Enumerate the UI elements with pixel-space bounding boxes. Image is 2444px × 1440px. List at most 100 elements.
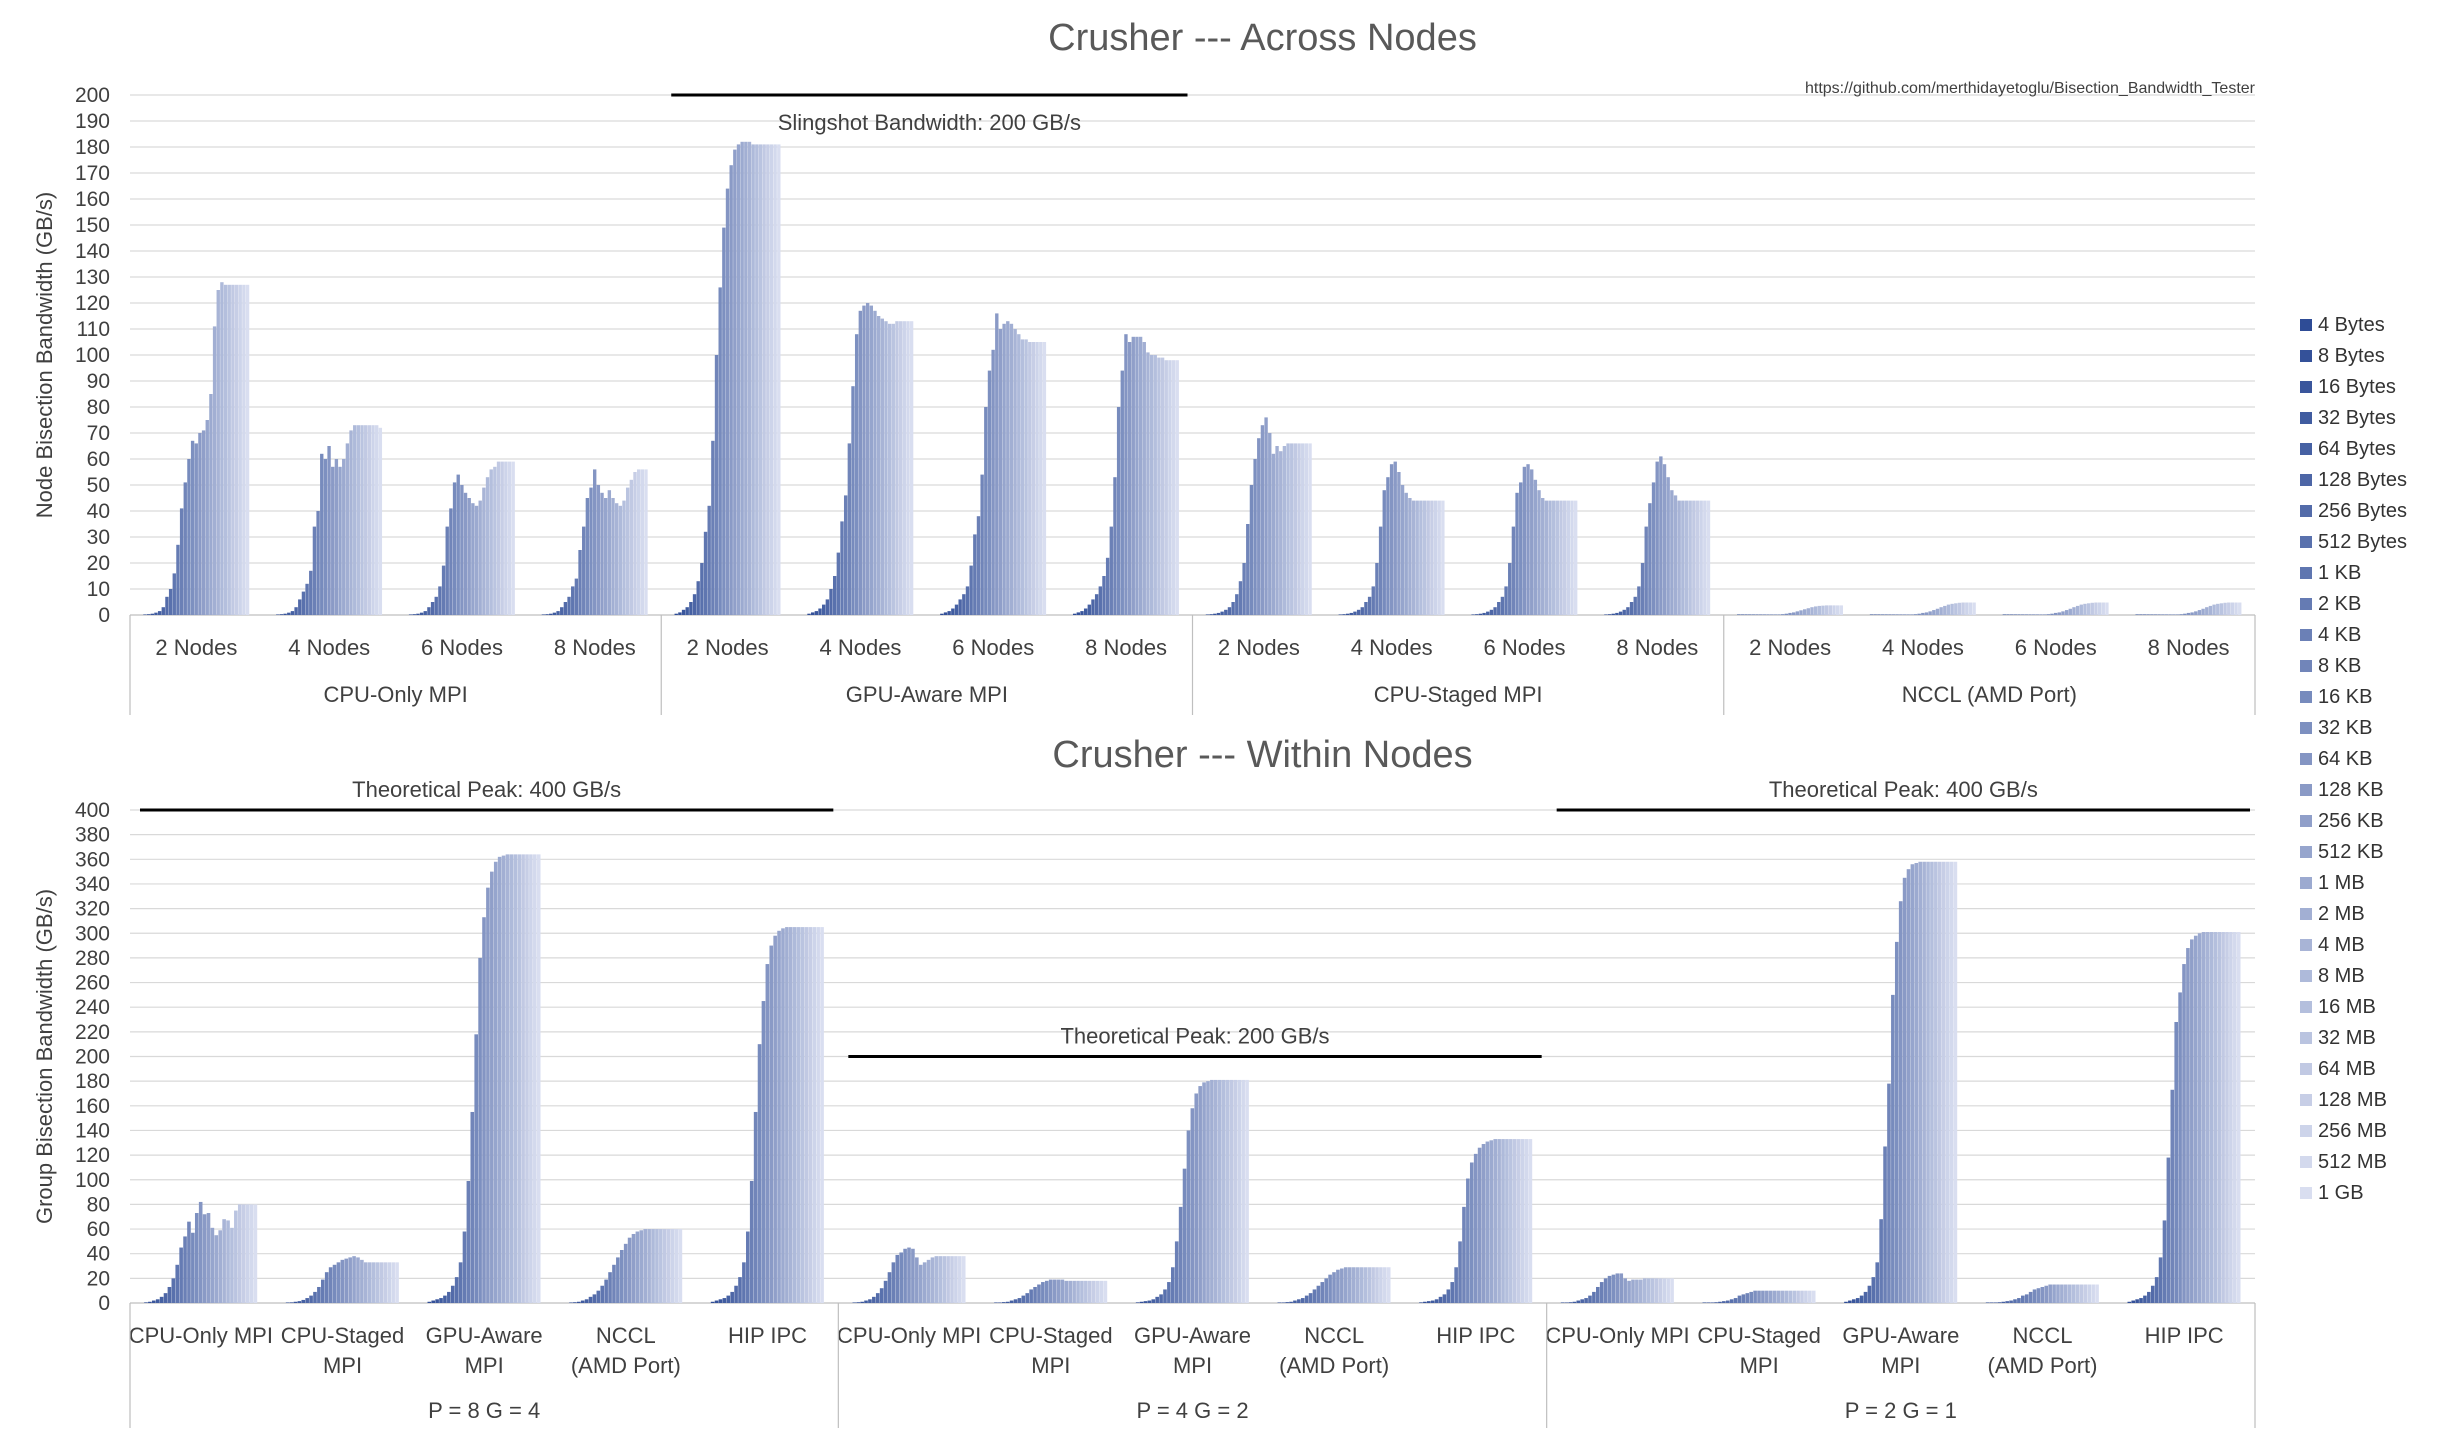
legend-item: 1 MB: [2300, 871, 2365, 895]
bar: [379, 1262, 384, 1303]
bar: [1880, 614, 1885, 615]
bar: [873, 310, 877, 615]
bar: [1175, 360, 1179, 615]
bar: [1186, 1130, 1191, 1303]
bar: [1285, 1302, 1289, 1303]
bar: [1338, 614, 1342, 615]
bar: [1504, 586, 1508, 615]
bar: [880, 318, 884, 615]
bar: [2221, 932, 2225, 1303]
bar: [151, 1300, 156, 1303]
bar: [958, 1256, 962, 1303]
bar: [460, 485, 464, 615]
bar: [1168, 360, 1172, 615]
bar: [640, 469, 645, 615]
bar: [1160, 357, 1165, 615]
bar: [1375, 1267, 1379, 1303]
bar: [1533, 479, 1538, 615]
bar: [1930, 861, 1934, 1303]
bar: [1105, 557, 1110, 615]
bar: [191, 1232, 195, 1303]
bar: [818, 608, 822, 615]
bar: [1422, 500, 1427, 615]
bar: [2190, 939, 2194, 1303]
bar: [2075, 605, 2080, 615]
bar: [1989, 1302, 1994, 1303]
bar: [884, 321, 888, 615]
legend-item: 1 GB: [2300, 1181, 2364, 1205]
bar: [183, 1236, 187, 1303]
y-tick-label: 120: [75, 292, 110, 315]
bar: [1508, 563, 1512, 615]
bar: [1113, 477, 1117, 615]
bar: [462, 1231, 467, 1303]
bar: [1773, 614, 1778, 615]
bar: [2028, 614, 2032, 615]
bar: [474, 505, 479, 615]
category-label: HIP IPC: [2145, 1323, 2224, 1348]
bar: [2048, 1284, 2052, 1303]
bar: [2009, 614, 2014, 615]
bar: [2179, 614, 2183, 615]
bar: [1568, 1302, 1573, 1303]
bar: [1573, 500, 1578, 615]
bar: [1615, 612, 1619, 615]
bar: [1666, 1278, 1670, 1303]
bar: [1623, 1278, 1627, 1303]
bar: [1552, 500, 1556, 615]
bar: [1253, 459, 1257, 615]
bar: [1268, 433, 1272, 615]
bar: [1935, 608, 1940, 615]
bar: [635, 1231, 640, 1303]
legend-swatch: [2300, 939, 2312, 951]
bar: [504, 461, 508, 615]
bar: [1895, 614, 1899, 615]
bar: [1227, 607, 1232, 615]
bar: [636, 469, 641, 615]
bar: [328, 1267, 333, 1303]
bar: [1627, 1280, 1631, 1303]
bar: [2032, 1289, 2037, 1303]
bar: [383, 1262, 388, 1303]
category-label: NCCL: [596, 1323, 656, 1348]
bar: [1087, 604, 1091, 615]
bar: [194, 1213, 199, 1303]
bar: [1537, 490, 1541, 615]
bar: [593, 469, 597, 615]
bar: [367, 1262, 372, 1303]
reference-line-label: Theoretical Peak: 400 GB/s: [1769, 777, 2038, 802]
bar: [825, 599, 830, 615]
bar: [773, 144, 777, 615]
legend-label: 8 KB: [2318, 654, 2362, 677]
bar: [1599, 1282, 1604, 1303]
category-label: 6 Nodes: [1484, 635, 1566, 660]
bar: [2186, 948, 2190, 1303]
bar: [618, 505, 623, 615]
bar: [2143, 1295, 2147, 1303]
bar: [227, 284, 231, 615]
bar: [223, 284, 228, 615]
bar: [1662, 1278, 1667, 1303]
bar: [1289, 1301, 1293, 1303]
bar: [238, 284, 242, 615]
category-label: 8 Nodes: [1085, 635, 1167, 660]
y-tick-label: 30: [87, 526, 110, 549]
bar: [1811, 1290, 1816, 1303]
bar: [327, 446, 331, 615]
bar: [1622, 609, 1626, 615]
bar: [1737, 1295, 1742, 1303]
bar: [2229, 932, 2233, 1303]
bar: [1221, 1079, 1226, 1303]
legend-swatch: [2300, 1063, 2312, 1075]
y-tick-label: 360: [75, 848, 110, 871]
bar: [159, 1296, 164, 1303]
bar: [1297, 443, 1301, 615]
bar: [611, 498, 615, 615]
legend-swatch: [2300, 1032, 2312, 1044]
bar: [1877, 614, 1881, 615]
bar: [627, 1237, 632, 1303]
bar: [427, 607, 431, 615]
bar: [1953, 861, 1958, 1303]
bar: [1961, 602, 1965, 615]
bar: [146, 614, 151, 615]
